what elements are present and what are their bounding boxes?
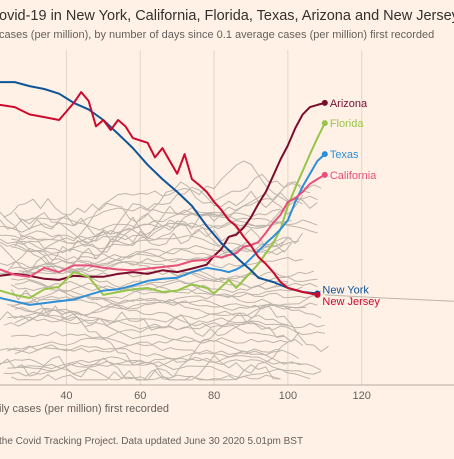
background-state-line: [10, 288, 329, 352]
background-state-line: [0, 192, 318, 245]
new-york-series-label: New York: [322, 284, 369, 296]
x-tick-label: 100: [279, 390, 297, 402]
background-state-line: [0, 355, 281, 381]
california-end-dot: [321, 171, 328, 178]
label-layer: Arizona Florida Texas California New YorkNew…: [322, 98, 380, 308]
background-state-line: [3, 173, 322, 223]
source-note: the Covid Tracking Project. Data updated…: [0, 436, 303, 447]
texas-series-label: Texas: [330, 149, 359, 161]
texas-line: [0, 153, 326, 306]
florida-end-dot: [321, 120, 328, 127]
background-state-line: [7, 296, 289, 326]
grid-layer: 40 60 80 100 120: [0, 50, 454, 402]
highlight-series-layer: [0, 81, 328, 306]
california-series-label: California: [330, 170, 377, 182]
florida-line: [0, 122, 326, 299]
background-state-line: [7, 345, 281, 360]
x-tick-label: 120: [353, 390, 371, 402]
x-tick-label: 60: [134, 390, 146, 402]
background-state-line: [324, 294, 454, 302]
new-jersey-line: [0, 91, 319, 296]
chart-title: ovid-19 in New York, California, Florida…: [0, 8, 454, 24]
background-state-line: [10, 312, 300, 381]
background-state-line: [7, 356, 311, 380]
background-state-line: [14, 313, 325, 336]
background-state-line: [11, 227, 292, 266]
background-state-line: [14, 277, 289, 293]
background-state-line: [11, 266, 322, 299]
x-tick-label: 40: [60, 390, 72, 402]
background-state-line: [0, 206, 318, 233]
new-jersey-end-dot: [314, 291, 321, 298]
background-state-line: [18, 361, 322, 379]
x-tick-label: 80: [208, 390, 220, 402]
background-state-line: [0, 208, 281, 244]
california-line: [0, 173, 326, 278]
background-state-line: [7, 312, 289, 344]
background-state-line: [10, 280, 307, 310]
arizona-line: [0, 101, 326, 281]
background-state-line: [10, 299, 322, 319]
background-state-line: [3, 240, 300, 275]
texas-end-dot: [321, 151, 328, 158]
new-jersey-series-label: New Jersey: [322, 296, 380, 308]
background-state-line: [7, 205, 304, 272]
background-state-line: [0, 241, 318, 290]
chart-subtitle: cases (per million), by number of days s…: [0, 29, 434, 41]
florida-series-label: Florida: [330, 118, 365, 130]
new-york-line: [0, 81, 319, 295]
background-state-line: [11, 331, 300, 359]
arizona-series-label: Arizona: [330, 98, 368, 110]
background-state-line: [14, 341, 303, 365]
background-series-layer: [0, 160, 454, 381]
x-axis-title: ily cases (per million) first recorded: [0, 403, 169, 415]
arizona-end-dot: [321, 99, 328, 106]
